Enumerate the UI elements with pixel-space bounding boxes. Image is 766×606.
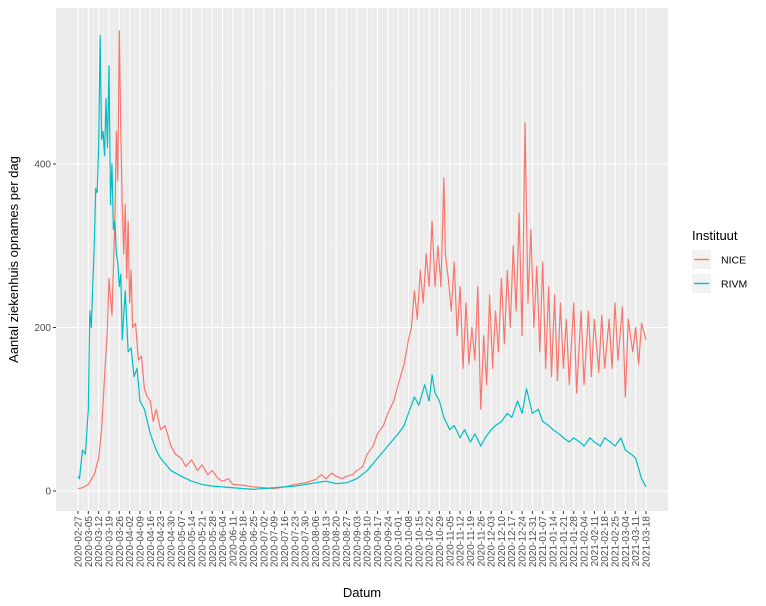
x-tick-label: 2020-03-05 [84, 516, 95, 568]
x-tick-label: 2020-03-12 [94, 516, 105, 568]
series-lines [77, 30, 647, 490]
x-tick-label: 2020-12-10 [497, 516, 508, 568]
x-tick-label: 2020-03-26 [115, 516, 126, 568]
y-axis-title: Aantal ziekenhuis opnames per dag [6, 156, 21, 363]
x-tick-label: 2021-01-14 [549, 516, 560, 568]
x-axis: 2020-02-27 2020-03-05 2020-03-12 2020-03-19… [74, 511, 653, 567]
x-tick-label: 2020-06-25 [249, 516, 260, 568]
x-tick-label: 2020-06-04 [218, 516, 229, 568]
x-tick-label: 2020-08-27 [342, 516, 353, 568]
legend-label-nice: NICE [721, 255, 746, 267]
x-tick-label: 2021-02-18 [600, 516, 611, 568]
x-tick-label: 2020-09-10 [363, 516, 374, 568]
x-tick-label: 2020-10-29 [435, 516, 446, 568]
x-tick-label: 2020-11-19 [466, 516, 477, 567]
x-tick-label: 2020-08-20 [332, 516, 343, 568]
x-tick-label: 2020-07-09 [270, 516, 281, 568]
x-tick-label: 2021-03-11 [631, 516, 642, 567]
x-tick-label: 2020-09-03 [352, 516, 363, 568]
y-tick-label: 0 [45, 487, 51, 498]
x-tick-label: 2020-10-22 [425, 516, 436, 568]
x-tick-label: 2020-02-27 [74, 516, 85, 568]
x-tick-label: 2020-06-18 [239, 516, 250, 568]
x-tick-label: 2020-11-26 [476, 516, 487, 567]
y-axis: 0 200 400 [34, 160, 56, 498]
x-tick-label: 2020-04-30 [166, 516, 177, 568]
y-tick-label: 400 [34, 160, 51, 171]
x-tick-label: 2020-12-17 [507, 516, 518, 568]
x-tick-label: 2020-09-17 [373, 516, 384, 568]
x-tick-label: 2020-06-11 [228, 516, 239, 567]
x-tick-label: 2020-07-23 [290, 516, 301, 568]
x-axis-title: Datum [343, 585, 381, 600]
x-tick-label: 2021-03-18 [642, 516, 653, 568]
x-tick-label: 2021-02-11 [590, 516, 601, 567]
legend-title: Instituut [692, 228, 738, 243]
x-tick-label: 2020-05-28 [208, 516, 219, 568]
y-tick-label: 200 [34, 323, 51, 334]
x-tick-label: 2020-04-23 [156, 516, 167, 568]
x-tick-label: 2020-12-24 [518, 516, 529, 568]
x-tick-label: 2020-04-02 [125, 516, 136, 568]
x-tick-label: 2020-10-01 [394, 516, 405, 568]
x-tick-label: 2020-10-15 [414, 516, 425, 568]
x-tick-label: 2020-10-08 [404, 516, 415, 568]
x-tick-label: 2020-11-12 [456, 516, 467, 567]
series-line-nice [77, 30, 647, 490]
x-tick-label: 2020-09-24 [383, 516, 394, 568]
legend: Instituut NICE RIVM [692, 228, 747, 293]
x-tick-label: 2020-07-02 [259, 516, 270, 568]
x-tick-label: 2021-03-04 [621, 516, 632, 568]
x-tick-label: 2020-12-03 [487, 516, 498, 568]
x-tick-label: 2020-04-16 [146, 516, 157, 568]
x-tick-label: 2020-07-16 [280, 516, 291, 568]
x-tick-label: 2020-04-09 [135, 516, 146, 568]
x-tick-label: 2020-03-19 [104, 516, 115, 568]
legend-label-rivm: RIVM [721, 279, 747, 291]
x-tick-label: 2020-07-30 [301, 516, 312, 568]
x-tick-label: 2020-05-14 [187, 516, 198, 568]
x-tick-label: 2021-01-21 [559, 516, 570, 568]
x-tick-label: 2021-02-04 [580, 516, 591, 568]
series-line-rivm [77, 35, 647, 490]
x-tick-label: 2021-01-07 [538, 516, 549, 568]
x-tick-label: 2020-11-05 [445, 516, 456, 567]
x-tick-label: 2020-05-21 [197, 516, 208, 568]
x-tick-label: 2021-01-28 [569, 516, 580, 568]
x-tick-label: 2020-05-07 [177, 516, 188, 568]
x-tick-label: 2020-08-13 [321, 516, 332, 568]
x-tick-label: 2020-12-31 [528, 516, 539, 568]
x-tick-label: 2020-08-06 [311, 516, 322, 568]
x-tick-label: 2021-02-25 [611, 516, 622, 568]
